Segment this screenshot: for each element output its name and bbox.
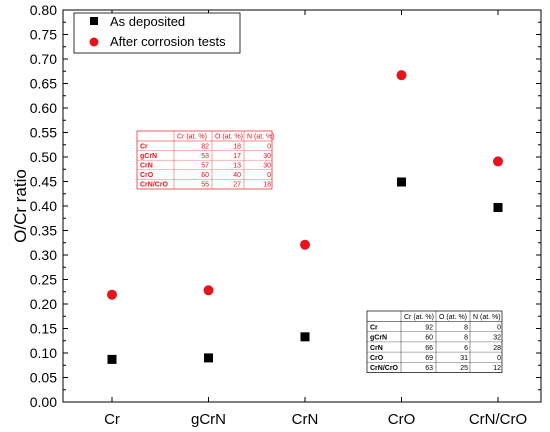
y-tick-label: 0.15 [30, 321, 57, 337]
legend: As deposited After corrosion tests [73, 12, 241, 54]
y-tick-label: 0.70 [30, 51, 57, 67]
y-tick-label: 0.60 [30, 100, 57, 116]
y-tick-label: 0.75 [30, 27, 57, 43]
table-cell: 8 [464, 324, 468, 331]
x-tick-label: gCrN [191, 411, 226, 428]
x-tick-label: Cr [104, 411, 120, 428]
x-axis: Cr gCrN CrN CrO CrN/CrO [104, 10, 527, 428]
table-cell: 30 [263, 153, 271, 160]
table-cell: 92 [425, 324, 433, 331]
after-corrosion-point [203, 285, 214, 296]
table-cell: 60 [201, 172, 209, 179]
table-header-cell: Cr (at. %) [177, 134, 207, 141]
x-tick-label: CrO [388, 411, 416, 428]
legend-label-after-corrosion: After corrosion tests [110, 34, 226, 49]
table-cell: 18 [233, 143, 241, 150]
table-cell: 13 [233, 163, 241, 170]
table-row-label: Cr [140, 143, 148, 150]
as-deposited-point [300, 332, 310, 342]
x-tick-label: CrN [292, 411, 319, 428]
table-cell: 57 [201, 163, 209, 170]
table-row-label: gCrN [140, 153, 157, 160]
table-header-cell: N (at. %) [473, 314, 501, 321]
table-cell: 12 [493, 365, 501, 372]
table-header-cell: Cr (at. %) [404, 314, 434, 321]
legend-box [73, 12, 241, 54]
table-cell: 18 [263, 182, 271, 189]
table-header-cell: O (at. %) [439, 314, 467, 321]
table-cell: 0 [497, 355, 501, 362]
table-row-label: CrN/CrO [370, 365, 399, 372]
table-cell: 28 [493, 345, 501, 352]
y-tick-label: 0.05 [30, 370, 57, 386]
legend-marker-as-deposited [90, 17, 98, 25]
y-tick-label: 0.20 [30, 296, 57, 312]
table-row-label: CrN/CrO [140, 182, 169, 189]
y-axis: 0.00 0.05 0.10 0.15 0.20 0.25 0.30 0.35 0.40 0.45… [30, 2, 541, 410]
table-cell: 30 [263, 163, 271, 170]
table-cell: 53 [201, 153, 209, 160]
y-tick-label: 0.10 [30, 345, 57, 361]
table-cell: 6 [464, 345, 468, 352]
table-row-label: gCrN [370, 335, 387, 342]
table-row-label: CrO [370, 355, 384, 362]
y-tick-label: 0.35 [30, 223, 57, 239]
table-cell: 55 [201, 182, 209, 189]
as-deposited-point [397, 177, 406, 187]
y-tick-label: 0.00 [30, 394, 57, 410]
table-row-label: Cr [370, 324, 378, 331]
legend-label-as-deposited: As deposited [110, 14, 185, 29]
after-corrosion-point [300, 239, 310, 250]
table-cell: 69 [425, 355, 433, 362]
table-cell: 0 [267, 172, 271, 179]
after-corrosion-point [107, 289, 117, 300]
composition-table-after-corrosion: Cr (at. %) O (at. %) N (at. %) Cr 82 18 0 gCrN 5… [136, 130, 275, 190]
y-tick-label: 0.40 [30, 198, 57, 214]
table-cell: 40 [233, 172, 241, 179]
table-header-cell: O (at. %) [215, 134, 243, 141]
table-row-label: CrN [140, 163, 153, 170]
table-cell: 60 [425, 335, 433, 342]
y-tick-label: 0.65 [30, 76, 57, 92]
table-cell: 27 [233, 182, 241, 189]
y-tick-label: 0.30 [30, 247, 57, 263]
table-row-label: CrN [370, 345, 383, 352]
after-corrosion-point [396, 70, 407, 81]
table-cell: 82 [201, 143, 209, 150]
legend-marker-after-corrosion [89, 37, 99, 47]
table-cell: 17 [233, 153, 241, 160]
table-cell: 66 [425, 345, 433, 352]
as-deposited-point [493, 202, 503, 212]
table-row-label: CrO [140, 172, 154, 179]
x-tick-label: CrN/CrO [469, 411, 527, 428]
table-header-cell: N (at. %) [247, 134, 275, 141]
series-markers [107, 70, 503, 364]
table-cell: 32 [493, 335, 501, 342]
y-tick-label: 0.55 [30, 125, 57, 141]
table-cell: 63 [425, 365, 433, 372]
y-axis-title: O/Cr ratio [11, 169, 30, 243]
table-cell: 25 [460, 365, 468, 372]
y-tick-label: 0.50 [30, 149, 57, 165]
after-corrosion-point [493, 156, 503, 167]
y-tick-label: 0.80 [30, 2, 57, 18]
as-deposited-point [107, 354, 117, 364]
as-deposited-point [204, 353, 213, 363]
y-tick-label: 0.45 [30, 174, 57, 190]
table-cell: 0 [497, 324, 501, 331]
y-tick-label: 0.25 [30, 272, 57, 288]
table-cell: 0 [267, 143, 271, 150]
table-cell: 8 [464, 335, 468, 342]
table-cell: 31 [460, 355, 468, 362]
